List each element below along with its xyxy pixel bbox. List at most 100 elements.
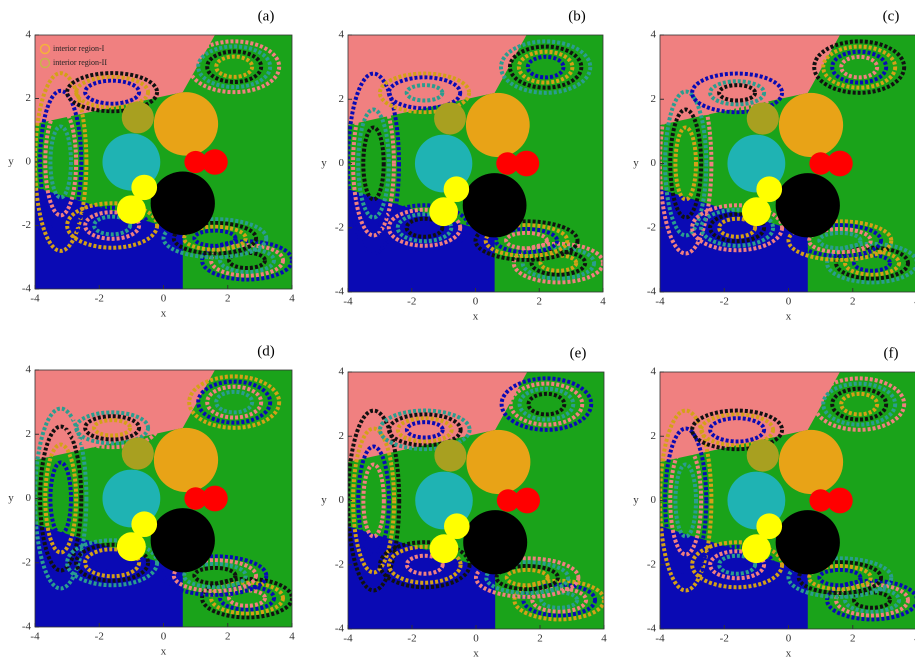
basin-filament [65,201,160,250]
basin-filament [690,203,785,253]
x-tick-label: -2 [95,293,104,305]
basin-filament [404,420,445,440]
basin-red [827,150,853,177]
basin-red [827,487,853,514]
x-tick-label: 0 [161,631,167,643]
y-tick-label: 2 [651,93,657,105]
basin-filament [205,384,264,420]
basin-image [35,35,292,289]
basin-olive [746,439,779,472]
basin-filament [517,386,576,422]
y-tick-label: -2 [647,558,656,570]
basin-filament [499,376,594,432]
y-tick-label: 2 [26,428,32,440]
basin-filament [830,386,889,422]
basin-yellow [443,176,470,203]
basin-filament [92,82,133,102]
panel-label: (a) [258,8,275,24]
basin-filament [65,406,160,450]
basin-filament [493,227,560,255]
basin-orange [466,429,531,495]
basin-orange [778,92,844,158]
basin-filament [192,228,238,248]
basin-filament [214,54,255,79]
x-tick-label: -4 [343,296,353,308]
y-tick-label: -2 [22,556,31,568]
basin-filament [351,426,397,575]
basin-filament [351,89,396,238]
basin-filament [348,71,401,256]
basin-filament [161,217,269,260]
y-tick-label: 4 [651,29,657,41]
x-tick-label: 2 [850,633,856,645]
basin-black [463,510,528,575]
y-axis-label: y [321,494,327,506]
y-tick-label: 2 [651,430,657,442]
basin-orange [778,429,844,495]
y-tick-label: 0 [651,494,657,506]
basin-filament [378,540,472,590]
y-tick-label: 0 [339,494,345,506]
basin-filament [348,408,402,593]
basin-filament [218,246,277,274]
panel: -4 -2 0 2 4 -4 -2 0 2 4 x y (b) [321,8,606,322]
x-tick-label: -4 [343,633,353,645]
basin-filament [507,44,584,90]
basin-filament [205,49,264,84]
basin-filament [378,408,472,452]
basin-filament [843,586,902,614]
panel: -4 -2 0 2 4 -4 -2 0 2 4 x y (d) [8,343,295,657]
panel-label: (f) [884,345,899,361]
basin-filament [404,553,445,576]
basin-yellow [429,534,459,564]
basin-filament [48,124,73,200]
basin-orange [153,427,219,493]
basin-filament [161,554,269,597]
x-axis-label: x [161,646,167,658]
basin-filament [182,562,248,590]
basin-filament [43,106,79,218]
basin-filament [812,376,907,432]
x-axis-label: x [161,308,167,320]
basin-filament [356,444,391,557]
basin-filament [386,75,463,111]
basin-filament [74,542,151,583]
legend-label: interior region-II [53,58,107,67]
basin-filament [361,462,386,539]
basin-filament [717,553,758,576]
y-tick-label: -2 [335,558,344,570]
basin-filament [699,207,776,248]
basin-filament [699,75,776,111]
panel-label: (e) [570,345,587,361]
basin-filament [512,578,604,622]
basin-filament [494,564,560,592]
basin-filament [699,412,776,448]
basin-red [184,487,207,510]
basin-filament [839,391,880,417]
basin-filament [673,462,698,539]
basin-black [775,510,840,575]
basin-filament [187,39,282,95]
basin-filament [404,83,445,103]
legend-marker [39,57,51,69]
basin-red [202,149,228,175]
basin-filament [529,249,588,277]
y-tick-label: 0 [651,157,657,169]
basin-filament [171,558,259,594]
basin-filament [663,89,709,238]
basin-yellow [756,513,783,540]
x-tick-label: -4 [30,293,40,305]
basin-black [150,171,215,236]
x-tick-label: -2 [407,633,416,645]
basin-filament [35,406,89,591]
x-tick-label: 4 [289,631,295,643]
basin-filament [807,227,873,255]
basin-filament [817,567,863,588]
x-tick-label: 2 [225,631,231,643]
x-tick-label: 0 [786,633,792,645]
basin-olive [746,102,779,135]
basin-filament [825,578,915,622]
y-tick-label: 0 [26,156,32,168]
basin-filament [717,216,758,239]
